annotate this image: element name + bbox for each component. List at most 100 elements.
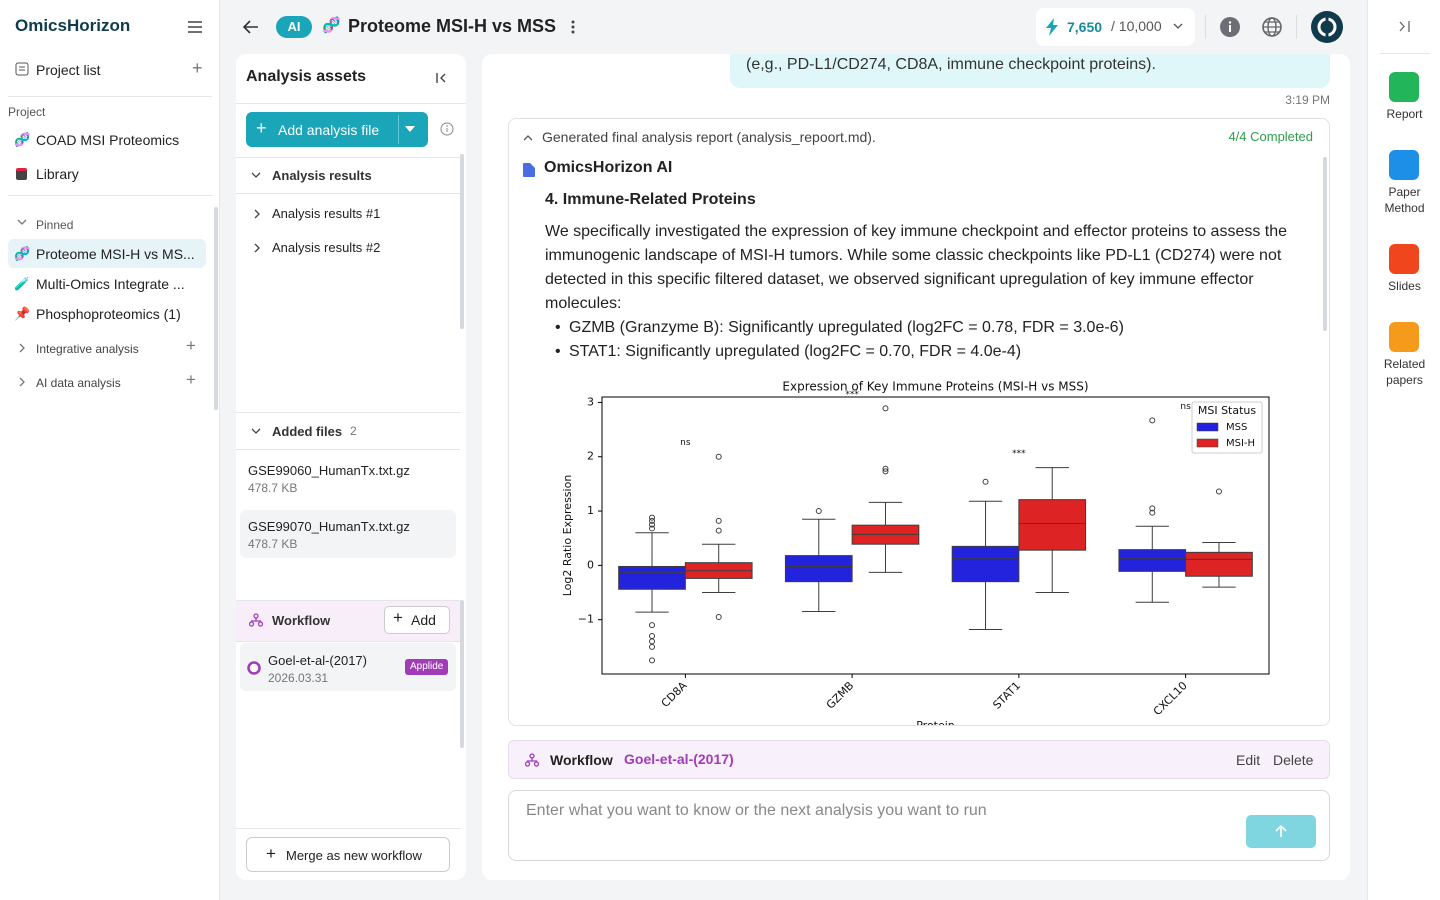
avatar[interactable] (1311, 11, 1343, 43)
bullet-text: GZMB (Granzyme B): Significantly upregul… (569, 319, 1124, 336)
credits[interactable] (1036, 8, 1195, 46)
slides-icon[interactable] (1389, 244, 1419, 274)
active-item-bg (8, 239, 206, 268)
section-label: Project (8, 105, 46, 119)
report-heading: 4. Immune-Related Proteins (545, 191, 756, 208)
divider (1296, 15, 1297, 39)
scrollbar (1323, 157, 1327, 331)
more-button[interactable] (570, 19, 576, 35)
sidebar: OmicsHorizon Project list + Project 🧬 CO… (0, 0, 220, 900)
chevron (17, 219, 27, 225)
paper-method-icon[interactable] (1389, 150, 1419, 180)
menu-button[interactable] (187, 20, 203, 34)
flier (1149, 509, 1156, 516)
page-title: Proteome MSI-H vs MSS (348, 16, 557, 36)
add-group[interactable]: + (186, 370, 196, 389)
flier (1149, 505, 1156, 512)
box (784, 555, 853, 583)
box (1185, 551, 1253, 577)
flier (815, 508, 822, 515)
group-item[interactable]: Integrative analysis (36, 342, 139, 356)
delete-button[interactable]: Delete (1273, 752, 1314, 768)
project-icon: 🧬 (14, 132, 31, 147)
chevron[interactable] (523, 134, 533, 141)
result-item[interactable]: Analysis results #1 (272, 206, 381, 221)
rail-label: Related papers (1383, 357, 1426, 387)
project-item[interactable]: Library (36, 166, 79, 182)
merge-button[interactable] (246, 837, 450, 872)
add-project[interactable]: + (192, 58, 203, 78)
box (951, 545, 1020, 583)
report-status: 4/4 Completed (1228, 129, 1313, 144)
file-name[interactable]: GSE99070_HumanTx.txt.gz (248, 519, 410, 534)
flier (882, 468, 889, 475)
applied-badge: Applide (405, 659, 449, 675)
button-label: Add analysis file (278, 122, 380, 138)
x-axis-label: Protein (916, 719, 955, 726)
y-tick-label: 1 (587, 504, 594, 517)
flier (715, 517, 722, 524)
assets-panel: Analysis assets + Add analysis file Anal… (236, 54, 466, 880)
send-icon (1275, 825, 1287, 837)
pinned-item[interactable]: Phosphoproteomics (1) (36, 306, 181, 322)
file-item-bg (240, 510, 456, 558)
report-icon[interactable] (1389, 72, 1419, 102)
file-size: 478.7 KB (248, 537, 298, 551)
workflow-name[interactable]: Goel-et-al-(2017) (624, 751, 734, 767)
add-workflow-button[interactable] (384, 606, 450, 634)
flier (982, 478, 989, 485)
add-file-button[interactable] (246, 112, 428, 147)
collapse-button[interactable] (436, 73, 446, 83)
info-icon[interactable] (440, 122, 454, 136)
chevron (251, 428, 261, 434)
significance: *** (845, 390, 859, 400)
legend-label: MSS (1226, 422, 1247, 433)
divider (236, 103, 466, 104)
divider (8, 96, 212, 97)
file-count: 2 (350, 424, 357, 438)
language-button[interactable] (1261, 16, 1283, 38)
chart-title: Expression of Key Immune Proteins (MSI-H… (782, 380, 1088, 394)
item-icon: 🧬 (14, 246, 31, 261)
back-button[interactable] (243, 20, 259, 34)
info-button[interactable] (1219, 16, 1241, 38)
pinned-item[interactable]: Proteome MSI-H vs MS... (36, 246, 195, 262)
group-item[interactable]: AI data analysis (36, 376, 121, 390)
workflow-name: Goel-et-al-(2017) (268, 653, 367, 668)
chevron (254, 209, 260, 219)
project-list[interactable]: Project list (36, 62, 101, 78)
result-item[interactable]: Analysis results #2 (272, 240, 381, 255)
pinned-item[interactable]: Multi-Omics Integrate ... (36, 276, 185, 292)
y-tick-label: 3 (587, 395, 594, 408)
section-heading[interactable]: Added files (272, 424, 343, 439)
doc-icon (523, 163, 535, 177)
edit-button[interactable]: Edit (1236, 752, 1261, 768)
flier (649, 517, 656, 524)
divider (1380, 53, 1430, 54)
divider (236, 193, 460, 194)
add-group[interactable]: + (186, 336, 196, 355)
title-icon: 🧬 (322, 17, 341, 34)
flier (715, 453, 722, 460)
chat-input[interactable] (508, 790, 1330, 861)
divider (236, 449, 460, 450)
radio[interactable] (247, 661, 261, 675)
y-axis-label: Log2 Ratio Expression (561, 475, 574, 597)
x-tick-label: STAT1 (990, 679, 1023, 712)
flier (715, 613, 722, 620)
divider (236, 828, 460, 829)
bullet: • (555, 343, 561, 360)
section-heading[interactable]: Analysis results (272, 168, 372, 183)
related-papers-icon[interactable] (1389, 322, 1419, 352)
section-label: Pinned (36, 218, 74, 232)
report-box: Generated final analysis report (analysi… (508, 118, 1330, 726)
project-item[interactable]: COAD MSI Proteomics (36, 132, 180, 148)
file-name[interactable]: GSE99060_HumanTx.txt.gz (248, 463, 410, 478)
dropdown-icon[interactable] (405, 126, 415, 132)
chart: Expression of Key Immune Proteins (MSI-H… (558, 377, 1274, 726)
expand-button[interactable] (1399, 21, 1411, 32)
significance: ns (1180, 402, 1191, 412)
y-tick-label: 2 (587, 450, 594, 463)
